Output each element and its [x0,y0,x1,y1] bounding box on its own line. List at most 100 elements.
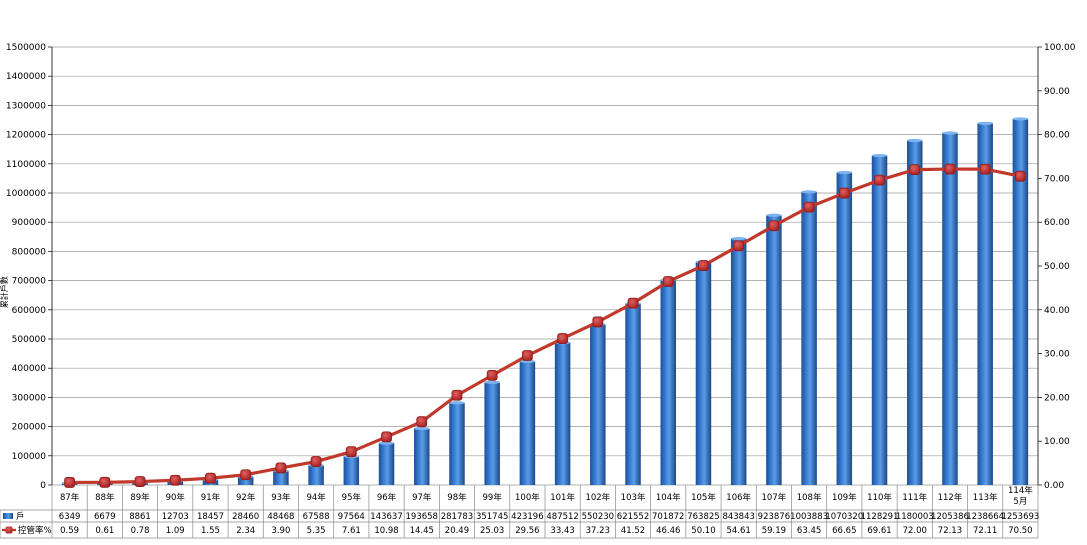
legend-key-bars [3,513,13,519]
rate-point [627,297,639,309]
rate-value-label: 50.10 [691,526,715,536]
bar [590,324,606,485]
bar [378,443,395,485]
rate-value-label: 72.13 [938,526,962,536]
bar-value-label: 550230 [582,512,614,522]
data-table: 87年 88年 89年 90年 91年 92年 93年 94年 95年 96年 97年 98年 99年 1… [0,485,1039,539]
y2-tick-label: 70.00 [1044,174,1070,184]
rate-point [486,369,498,381]
bar-value-label: 28460 [232,512,259,522]
bar-value-label: 1180003 [896,512,934,522]
rate-value-label: 1.55 [201,526,220,536]
bar-value-label: 193658 [406,512,438,522]
rate-point [838,187,850,199]
y-tick-label: 1200000 [6,131,46,141]
y2-tick-label: 100.00 [1044,43,1076,53]
rate-value-label: 20.49 [445,526,469,536]
rate-value-label: 2.34 [236,526,255,536]
bar-cap [378,441,395,445]
bar-value-label: 351745 [476,512,508,522]
bar-value-label: 1003883 [790,512,828,522]
rate-point [205,472,216,484]
legend-key-marker [5,526,13,534]
y2-tick-label: 0.00 [1044,481,1064,491]
y2-tick-label: 50.00 [1044,262,1070,272]
x-tick-label: 87年 [60,492,80,503]
bar-value-label: 1253693 [1001,512,1039,522]
bar [484,382,500,485]
rate-point [803,201,815,213]
bar-value-label: 1128291 [861,512,899,522]
rate-value-label: 14.45 [410,526,434,536]
rate-point [768,220,780,232]
bar-cap [1012,117,1029,121]
x-tick-label: 107年 [762,492,787,503]
y-tick-label: 700000 [12,277,47,287]
x-tick-label: 103年 [621,492,646,503]
bar-value-label: 621552 [617,512,649,522]
bar-value-label: 18457 [197,512,224,522]
bar [695,261,712,485]
rate-point [451,389,463,401]
x-tick-label: 89年 [130,492,150,503]
rate-value-label: 10.98 [374,526,398,536]
bar-value-label: 1070320 [825,512,863,522]
rate-point [381,431,392,443]
x-tick-label: 113年 [973,492,998,503]
bar [730,238,747,485]
bar-value-label: 8861 [129,512,151,522]
gridlines [52,46,1038,486]
y2-tick-label: 20.00 [1044,393,1070,403]
bar-value-label: 6349 [59,512,81,522]
bar [907,140,923,485]
bar-value-label: 1205386 [931,512,969,522]
y-tick-label: 500000 [12,335,47,345]
rate-value-label: 72.11 [973,526,997,536]
bar-cap [766,213,782,217]
bar-cap [730,236,747,241]
rate-point [1014,170,1026,182]
rate-point [557,333,569,344]
rate-value-label: 5.35 [307,526,326,536]
x-tick-label: 88年 [95,492,115,503]
rate-point [240,469,252,481]
bar [237,476,254,485]
rate-point [979,163,991,175]
rate-value-label: 1.09 [166,526,185,536]
y-tick-label: 1400000 [6,72,46,82]
rate-value-label: 46.46 [656,526,680,536]
rate-value-label: 72.00 [903,526,927,536]
bar-cap [801,190,817,194]
bar-cap [977,121,993,125]
bar-cap [836,170,853,175]
bar-value-label: 423196 [511,512,543,522]
bar [343,456,360,485]
bar [660,280,676,485]
bar-value-label: 67588 [303,512,330,522]
rate-value-label: 37.23 [586,526,610,536]
x-tick-label: 93年 [271,492,291,503]
rate-value-label: 0.78 [131,526,150,536]
legend-label-line: 控管率% [18,525,52,536]
rate-point [275,462,287,474]
y-tick-label: 900000 [12,218,47,228]
bar-value-label: 281783 [441,512,473,522]
x-tick-label: 109年 [832,492,857,503]
y-tick-label: 200000 [12,423,47,433]
rate-point [733,240,745,252]
rate-line [64,163,1026,488]
rate-value-label: 25.03 [480,526,504,536]
x-tick-label: 95年 [342,492,362,503]
bar [1012,118,1029,486]
y-tick-label: 1100000 [6,160,46,170]
y-axis-left: 0 100000 200000 300000 400000 500000 600000 700… [6,43,53,491]
x-tick-label: 99年 [483,492,503,503]
bar-value-label: 843843 [722,512,754,522]
bar [449,402,465,485]
rate-point [169,474,181,486]
y-tick-label: 1000000 [6,189,46,199]
x-tick-label: 97年 [412,492,432,503]
rate-value-label: 63.45 [797,526,821,536]
y-tick-label: 400000 [12,364,47,374]
bar [766,215,782,485]
